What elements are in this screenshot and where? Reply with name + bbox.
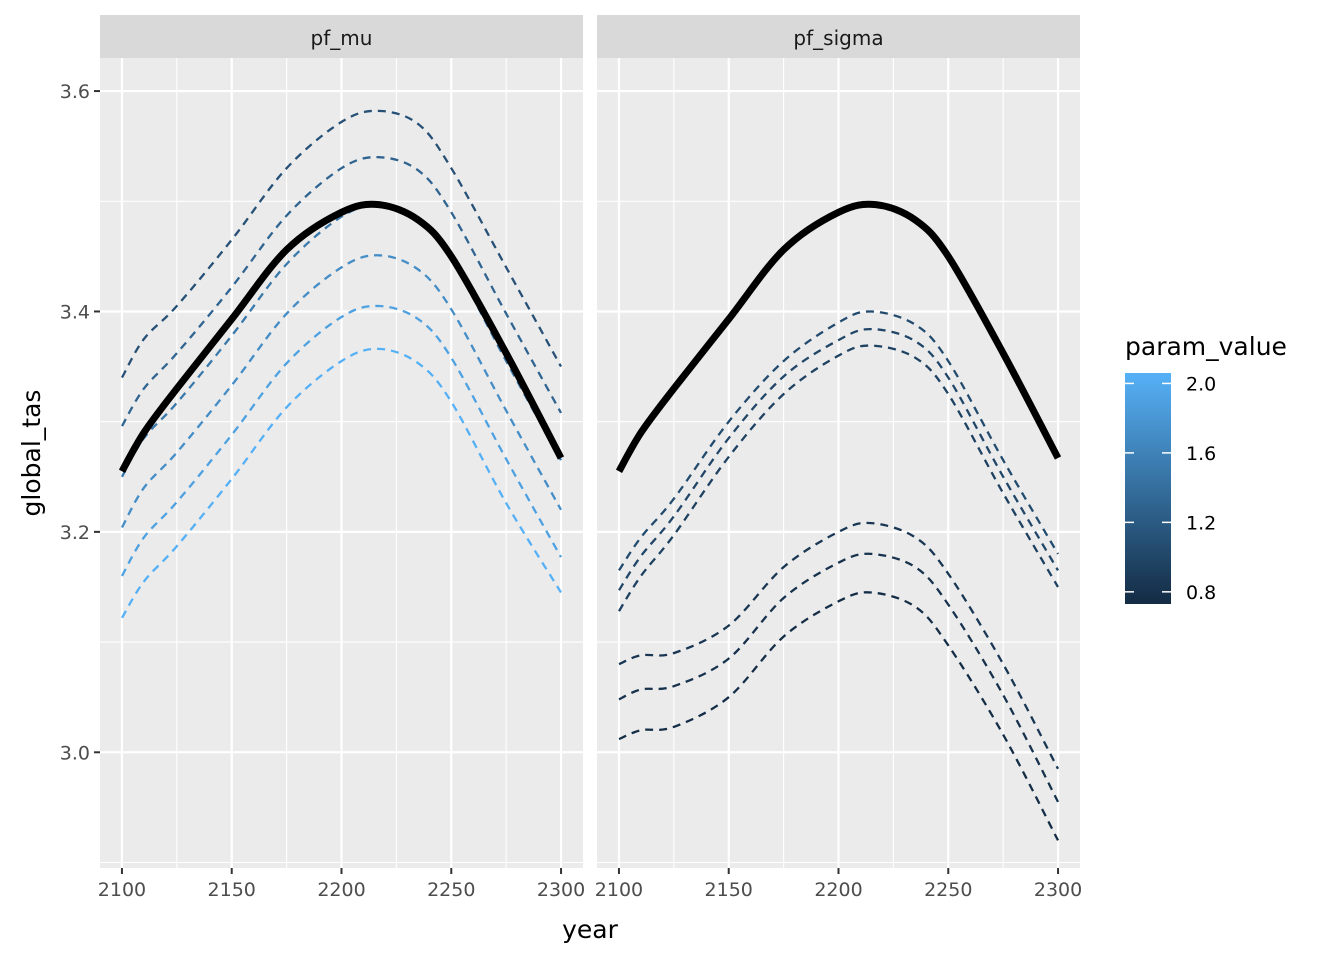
x-tick-label: 2200 (317, 879, 365, 901)
y-tick-label: 3.2 (60, 522, 90, 544)
legend-title: param_value (1125, 332, 1287, 361)
x-tick-label: 2250 (924, 879, 972, 901)
y-tick-label: 3.4 (60, 301, 90, 323)
x-axis-title: year (562, 915, 618, 944)
series-line-dashed (618, 344, 1059, 612)
legend-label: 2.0 (1186, 373, 1216, 395)
series-line-dashed (121, 347, 562, 619)
legend-ticks: 2.0 1.6 1.2 0.8 (1125, 373, 1216, 604)
legend-label: 0.8 (1186, 582, 1216, 604)
legend-label: 1.2 (1186, 512, 1216, 534)
series-line-dashed (120, 109, 563, 379)
series-line-dashed (120, 254, 563, 529)
series-line-dashed (618, 327, 1059, 591)
series-line-dashed (618, 521, 1060, 770)
facet-pf_sigma: pf_sigma 2100 2150 2200 2250 2300 (595, 15, 1082, 901)
color-legend: param_value 2.0 1.6 1.2 0.8 (1125, 332, 1287, 604)
legend-colorbar (1125, 373, 1171, 604)
facet-strip-label: pf_mu (311, 26, 373, 50)
series-line-dashed (618, 591, 1060, 841)
facet-strip-label: pf_sigma (793, 26, 883, 50)
series-line-dashed (121, 156, 563, 427)
y-axis-title: global_tas (17, 390, 46, 517)
series-line-dashed (618, 552, 1060, 803)
x-tick-label: 2100 (98, 879, 146, 901)
facet-strip (597, 15, 1080, 58)
series-line-dashed (120, 204, 563, 478)
y-tick-label: 3.0 (60, 742, 90, 764)
series-line-dashed (618, 310, 1059, 572)
baseline-line (615, 200, 1062, 473)
x-tick-label: 2200 (814, 879, 862, 901)
y-tick-label: 3.6 (60, 81, 90, 103)
x-tick-label: 2250 (427, 879, 475, 901)
x-tick-label: 2300 (1034, 879, 1082, 901)
x-tick-label: 2150 (705, 879, 753, 901)
x-tick-label: 2100 (595, 879, 643, 901)
legend-label: 1.6 (1186, 443, 1216, 465)
series-line-dashed (120, 304, 563, 577)
x-tick-label: 2300 (537, 879, 585, 901)
facet-strip (100, 15, 583, 58)
facet-pf_mu: pf_mu 2100 2150 2200 2250 2300 3.0 3.2 3.4 3.6 (60, 15, 585, 901)
baseline-line (118, 200, 565, 473)
x-tick-label: 2150 (208, 879, 256, 901)
